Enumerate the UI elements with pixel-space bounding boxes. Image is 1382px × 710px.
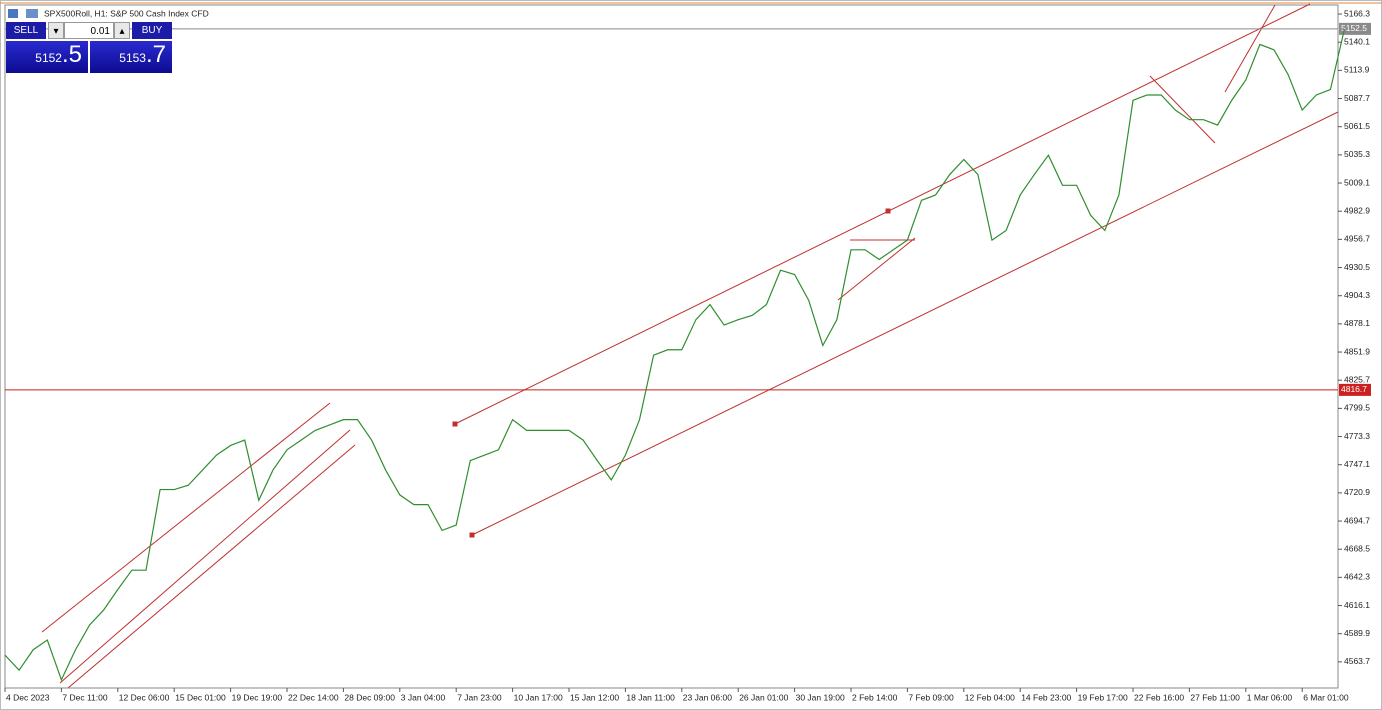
y-tick-label: 4563.7 — [1344, 656, 1370, 666]
y-tick-label: 5009.1 — [1344, 177, 1370, 187]
trade-panel: SELL ▾ 0.01 ▴ BUY 5152.5 5153.7 — [6, 22, 172, 73]
x-tick-label: 12 Dec 06:00 — [119, 692, 170, 702]
trend-line — [454, 3, 1311, 425]
lot-input[interactable]: 0.01 — [64, 22, 114, 39]
y-tick-label: 5035.3 — [1344, 149, 1370, 159]
x-tick-label: 15 Jan 12:00 — [570, 692, 619, 702]
x-tick-label: 4 Dec 2023 — [6, 692, 50, 702]
y-tick-label: 5087.7 — [1344, 93, 1370, 103]
x-tick-label: 2 Feb 14:00 — [852, 692, 898, 702]
x-tick-label: 12 Feb 04:00 — [965, 692, 1015, 702]
x-tick-label: 28 Dec 09:00 — [344, 692, 395, 702]
y-tick-label: 4720.9 — [1344, 487, 1370, 497]
level-label: 4816.7 — [1341, 384, 1367, 394]
x-tick-label: 7 Dec 11:00 — [62, 692, 107, 702]
y-tick-label: 4589.9 — [1344, 628, 1370, 638]
x-tick-label: 3 Jan 04:00 — [401, 692, 446, 702]
x-tick-label: 7 Jan 23:00 — [457, 692, 502, 702]
y-tick-label: 4668.5 — [1344, 543, 1370, 553]
y-tick-label: 4642.3 — [1344, 572, 1370, 582]
ask-price[interactable]: 5153.7 — [90, 41, 172, 73]
x-tick-label: 14 Feb 23:00 — [1021, 692, 1071, 702]
trend-line — [1149, 75, 1216, 144]
x-tick-label: 27 Feb 11:00 — [1190, 692, 1240, 702]
lot-up[interactable]: ▴ — [114, 22, 130, 39]
trend-line — [67, 444, 356, 689]
y-tick-label: 4982.9 — [1344, 205, 1370, 215]
buy-button[interactable]: BUY — [132, 22, 172, 39]
x-tick-label: 1 Mar 06:00 — [1247, 692, 1293, 702]
y-tick-label: 5140.1 — [1344, 36, 1370, 46]
y-tick-label: 4747.1 — [1344, 459, 1370, 469]
x-tick-label: 19 Feb 17:00 — [1078, 692, 1128, 702]
level-tag — [1339, 383, 1371, 396]
trend-line — [471, 111, 1339, 536]
x-tick-label: 22 Dec 14:00 — [288, 692, 339, 702]
anchor — [469, 532, 475, 538]
y-tick-label: 4878.1 — [1344, 318, 1370, 328]
lot-down[interactable]: ▾ — [48, 22, 64, 39]
anchor — [885, 208, 891, 214]
trend-line — [41, 402, 331, 633]
y-tick-label: 4616.1 — [1344, 600, 1370, 610]
level-tag — [1339, 22, 1371, 35]
x-tick-label: 30 Jan 19:00 — [796, 692, 845, 702]
y-tick-label: 4799.5 — [1344, 403, 1370, 413]
anchor — [452, 421, 458, 427]
x-tick-label: 15 Dec 01:00 — [175, 692, 226, 702]
x-tick-label: 7 Feb 09:00 — [908, 692, 954, 702]
trend-line — [837, 237, 916, 301]
x-tick-label: 10 Jan 17:00 — [514, 692, 563, 702]
x-tick-label: 6 Mar 01:00 — [1303, 692, 1349, 702]
y-tick-label: 4904.3 — [1344, 290, 1370, 300]
trend-line — [1224, 4, 1276, 93]
sell-button[interactable]: SELL — [6, 22, 46, 39]
icon — [26, 9, 38, 18]
ask-frac: .7 — [145, 41, 166, 68]
y-tick-label: 5113.9 — [1344, 65, 1370, 75]
y-tick-label: 5166.3 — [1344, 8, 1370, 18]
bid-frac: .5 — [61, 41, 82, 68]
level-label: 5152.5 — [1341, 23, 1367, 33]
y-tick-label: 4851.9 — [1344, 346, 1370, 356]
x-tick-label: 18 Jan 11:00 — [626, 692, 675, 702]
ask-main: 5153 — [119, 51, 146, 65]
bid-price[interactable]: 5152.5 — [6, 41, 88, 73]
x-tick-label: 23 Jan 06:00 — [683, 692, 732, 702]
y-tick-label: 4825.7 — [1344, 374, 1370, 384]
bid-main: 5152 — [35, 51, 62, 65]
window-title: SPX500Roll, H1: S&P 500 Cash Index CFD — [44, 8, 209, 18]
y-tick-label: 4773.3 — [1344, 431, 1370, 441]
trend-lines — [41, 3, 1339, 689]
y-tick-label: 4694.7 — [1344, 515, 1370, 525]
x-tick-label: 22 Feb 16:00 — [1134, 692, 1184, 702]
x-tick-label: 26 Jan 01:00 — [739, 692, 788, 702]
y-tick-label: 4956.7 — [1344, 234, 1370, 244]
x-tick-label: 19 Dec 19:00 — [232, 692, 283, 702]
y-tick-label: 5061.5 — [1344, 121, 1370, 131]
plot-area — [4, 4, 1339, 689]
icon — [8, 9, 18, 18]
trend-line — [59, 429, 351, 684]
y-tick-label: 4930.5 — [1344, 262, 1370, 272]
price-line — [4, 28, 1346, 682]
